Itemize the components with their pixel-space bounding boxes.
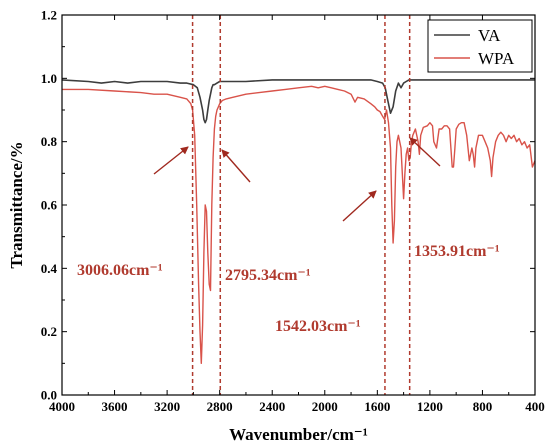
y-tick-label: 1.0 (41, 71, 57, 86)
series-line-wpa (62, 85, 536, 364)
annotation-label-3: 1542.03cm⁻¹ (275, 318, 361, 335)
x-tick-label: 400 (525, 399, 545, 414)
annotation-arrow-2 (221, 149, 251, 183)
annotation-label-2: 2795.34cm⁻¹ (225, 267, 311, 284)
x-tick-label: 3600 (102, 399, 128, 414)
y-tick-label: 1.2 (41, 8, 57, 23)
y-tick-label: 0.4 (41, 261, 58, 276)
y-axis-title: Transmittance/% (7, 141, 26, 268)
y-tick-label: 0.2 (41, 324, 57, 339)
y-tick-label: 0.8 (41, 134, 58, 149)
series-line-va (61, 79, 535, 124)
x-tick-label: 4000 (49, 399, 75, 414)
annotation-label-1: 3006.06cm⁻¹ (77, 262, 163, 279)
legend-box (427, 19, 533, 73)
y-tick-label: 0.0 (41, 388, 57, 403)
x-tick-label: 1200 (417, 399, 443, 414)
legend-label-va: VA (478, 26, 501, 45)
x-tick-label: 800 (473, 399, 493, 414)
x-tick-label: 2800 (207, 399, 233, 414)
x-tick-label: 3200 (154, 399, 180, 414)
y-tick-label: 0.6 (41, 198, 58, 213)
annotation-arrow-1 (153, 146, 189, 175)
annotation-label-4: 1353.91cm⁻¹ (414, 243, 500, 260)
annotation-arrow-3 (342, 190, 377, 222)
x-tick-label: 1600 (364, 399, 390, 414)
x-tick-label: 2400 (259, 399, 285, 414)
x-axis-title: Wavenumber/cm⁻¹ (229, 425, 368, 444)
legend-label-wpa: WPA (478, 49, 515, 68)
x-tick-label: 2000 (312, 399, 338, 414)
annotation-arrow-4 (409, 137, 441, 167)
